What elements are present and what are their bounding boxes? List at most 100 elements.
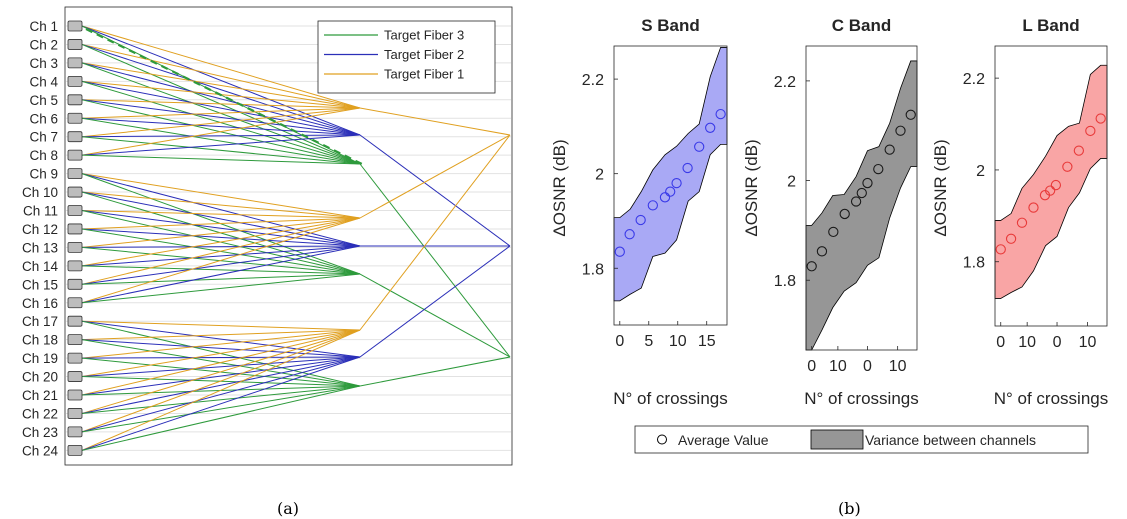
route-line <box>81 25 361 109</box>
target-route-line <box>359 273 511 358</box>
x-tick-label: 5 <box>644 333 653 350</box>
channel-port-icon <box>67 352 83 364</box>
route-line <box>81 265 361 275</box>
variance-swatch <box>810 429 864 450</box>
x-axis-label: N° of crossings <box>613 389 728 408</box>
route-line <box>81 339 361 358</box>
average-marker <box>895 125 906 136</box>
average-marker <box>816 246 828 257</box>
target-route-line <box>359 134 511 219</box>
target-route-line <box>359 134 511 247</box>
chart-frame <box>805 45 918 351</box>
average-marker <box>905 109 916 120</box>
target-route-line <box>359 245 511 358</box>
route-line <box>81 329 361 359</box>
average-marker <box>862 177 873 189</box>
channel-label: Ch 21 <box>22 388 58 403</box>
routing-legend-label: Target Fiber 2 <box>384 47 464 62</box>
channel-label: Ch 5 <box>29 93 58 108</box>
x-tick-label: 10 <box>1018 334 1036 351</box>
y-tick-label: 1.8 <box>582 261 604 278</box>
average-marker <box>995 244 1006 255</box>
route-line <box>81 62 361 136</box>
channel-port-icon <box>67 205 83 216</box>
channel-port-icon <box>67 57 83 69</box>
average-marker <box>665 186 676 197</box>
average-marker <box>1073 145 1085 156</box>
route-line <box>81 43 361 136</box>
route-line <box>81 173 361 219</box>
average-marker <box>806 261 817 272</box>
x-axis-label: N° of crossings <box>804 389 919 408</box>
channel-label: Ch 6 <box>29 111 58 126</box>
average-marker <box>647 200 658 211</box>
y-tick-label: 1.8 <box>963 255 985 272</box>
route-line <box>81 217 361 285</box>
channel-port-icon <box>67 408 83 419</box>
route-line <box>81 356 361 451</box>
target-route-line <box>359 134 511 331</box>
channel-label: Ch 22 <box>22 406 58 421</box>
route-line <box>81 245 361 267</box>
route-line <box>81 173 361 247</box>
average-marker <box>682 162 693 174</box>
route-line <box>81 217 361 304</box>
caption-b: (b) <box>838 499 861 518</box>
average-marker <box>1016 217 1028 228</box>
chart-title: S Band <box>641 16 700 35</box>
route-line <box>81 134 361 156</box>
x-tick-label: 10 <box>829 358 847 375</box>
channel-label: Ch 11 <box>23 204 58 219</box>
target-route-line <box>359 107 511 136</box>
route-line <box>81 356 361 396</box>
channel-port-icon <box>67 334 83 346</box>
y-tick-label: 2 <box>595 167 604 184</box>
route-line <box>81 320 361 358</box>
route-line <box>81 385 361 433</box>
route-line <box>81 356 361 433</box>
route-line <box>81 117 361 136</box>
route-line <box>81 356 361 359</box>
chart-0: 1.8 2 2.2 0 5 10 15 S Band N° of crossings ΔOSNR … <box>550 16 728 408</box>
average-marker <box>1005 233 1017 244</box>
channel-label: Ch 7 <box>29 130 58 145</box>
route-line <box>81 329 361 451</box>
route-line <box>81 356 361 378</box>
channel-port-icon <box>67 260 83 272</box>
route-line <box>81 228 361 247</box>
average-marker <box>873 163 884 175</box>
chart-title: C Band <box>832 16 892 35</box>
bottom-legend: Average Value Variance between channels <box>634 425 1089 454</box>
average-marker <box>850 196 862 207</box>
route-line <box>81 62 361 109</box>
x-tick-label: 0 <box>863 358 872 375</box>
route-line <box>81 385 361 451</box>
routing-legend: Target Fiber 3 Target Fiber 2 Target Fiber… <box>317 20 496 94</box>
channel-port-icon <box>67 94 83 106</box>
average-marker <box>614 246 625 257</box>
route-line <box>81 107 361 138</box>
route-line <box>81 329 361 396</box>
variance-band <box>805 60 918 351</box>
chart-title: L Band <box>1022 16 1079 35</box>
channel-port-icon <box>67 168 83 180</box>
x-tick-label: 0 <box>615 333 624 350</box>
channel-label: Ch 15 <box>22 277 58 292</box>
channel-label: Ch 2 <box>29 37 58 52</box>
x-tick-label: 15 <box>698 333 716 350</box>
average-marker <box>659 192 671 203</box>
average-marker <box>1044 185 1056 196</box>
target-route-line <box>359 356 511 387</box>
channel-label: Ch 8 <box>29 148 58 163</box>
channel-label: Ch 13 <box>22 240 58 255</box>
variance-legend-label: Variance between channels <box>865 432 1036 448</box>
caption-a: (a) <box>277 499 299 518</box>
route-line <box>81 99 361 109</box>
channel-port-icon <box>67 131 83 143</box>
y-axis-label: ΔOSNR (dB) <box>742 139 761 236</box>
y-tick-label: 2 <box>787 174 796 191</box>
route-line <box>81 217 361 248</box>
route-line <box>81 25 361 136</box>
target-route-line <box>359 163 511 358</box>
